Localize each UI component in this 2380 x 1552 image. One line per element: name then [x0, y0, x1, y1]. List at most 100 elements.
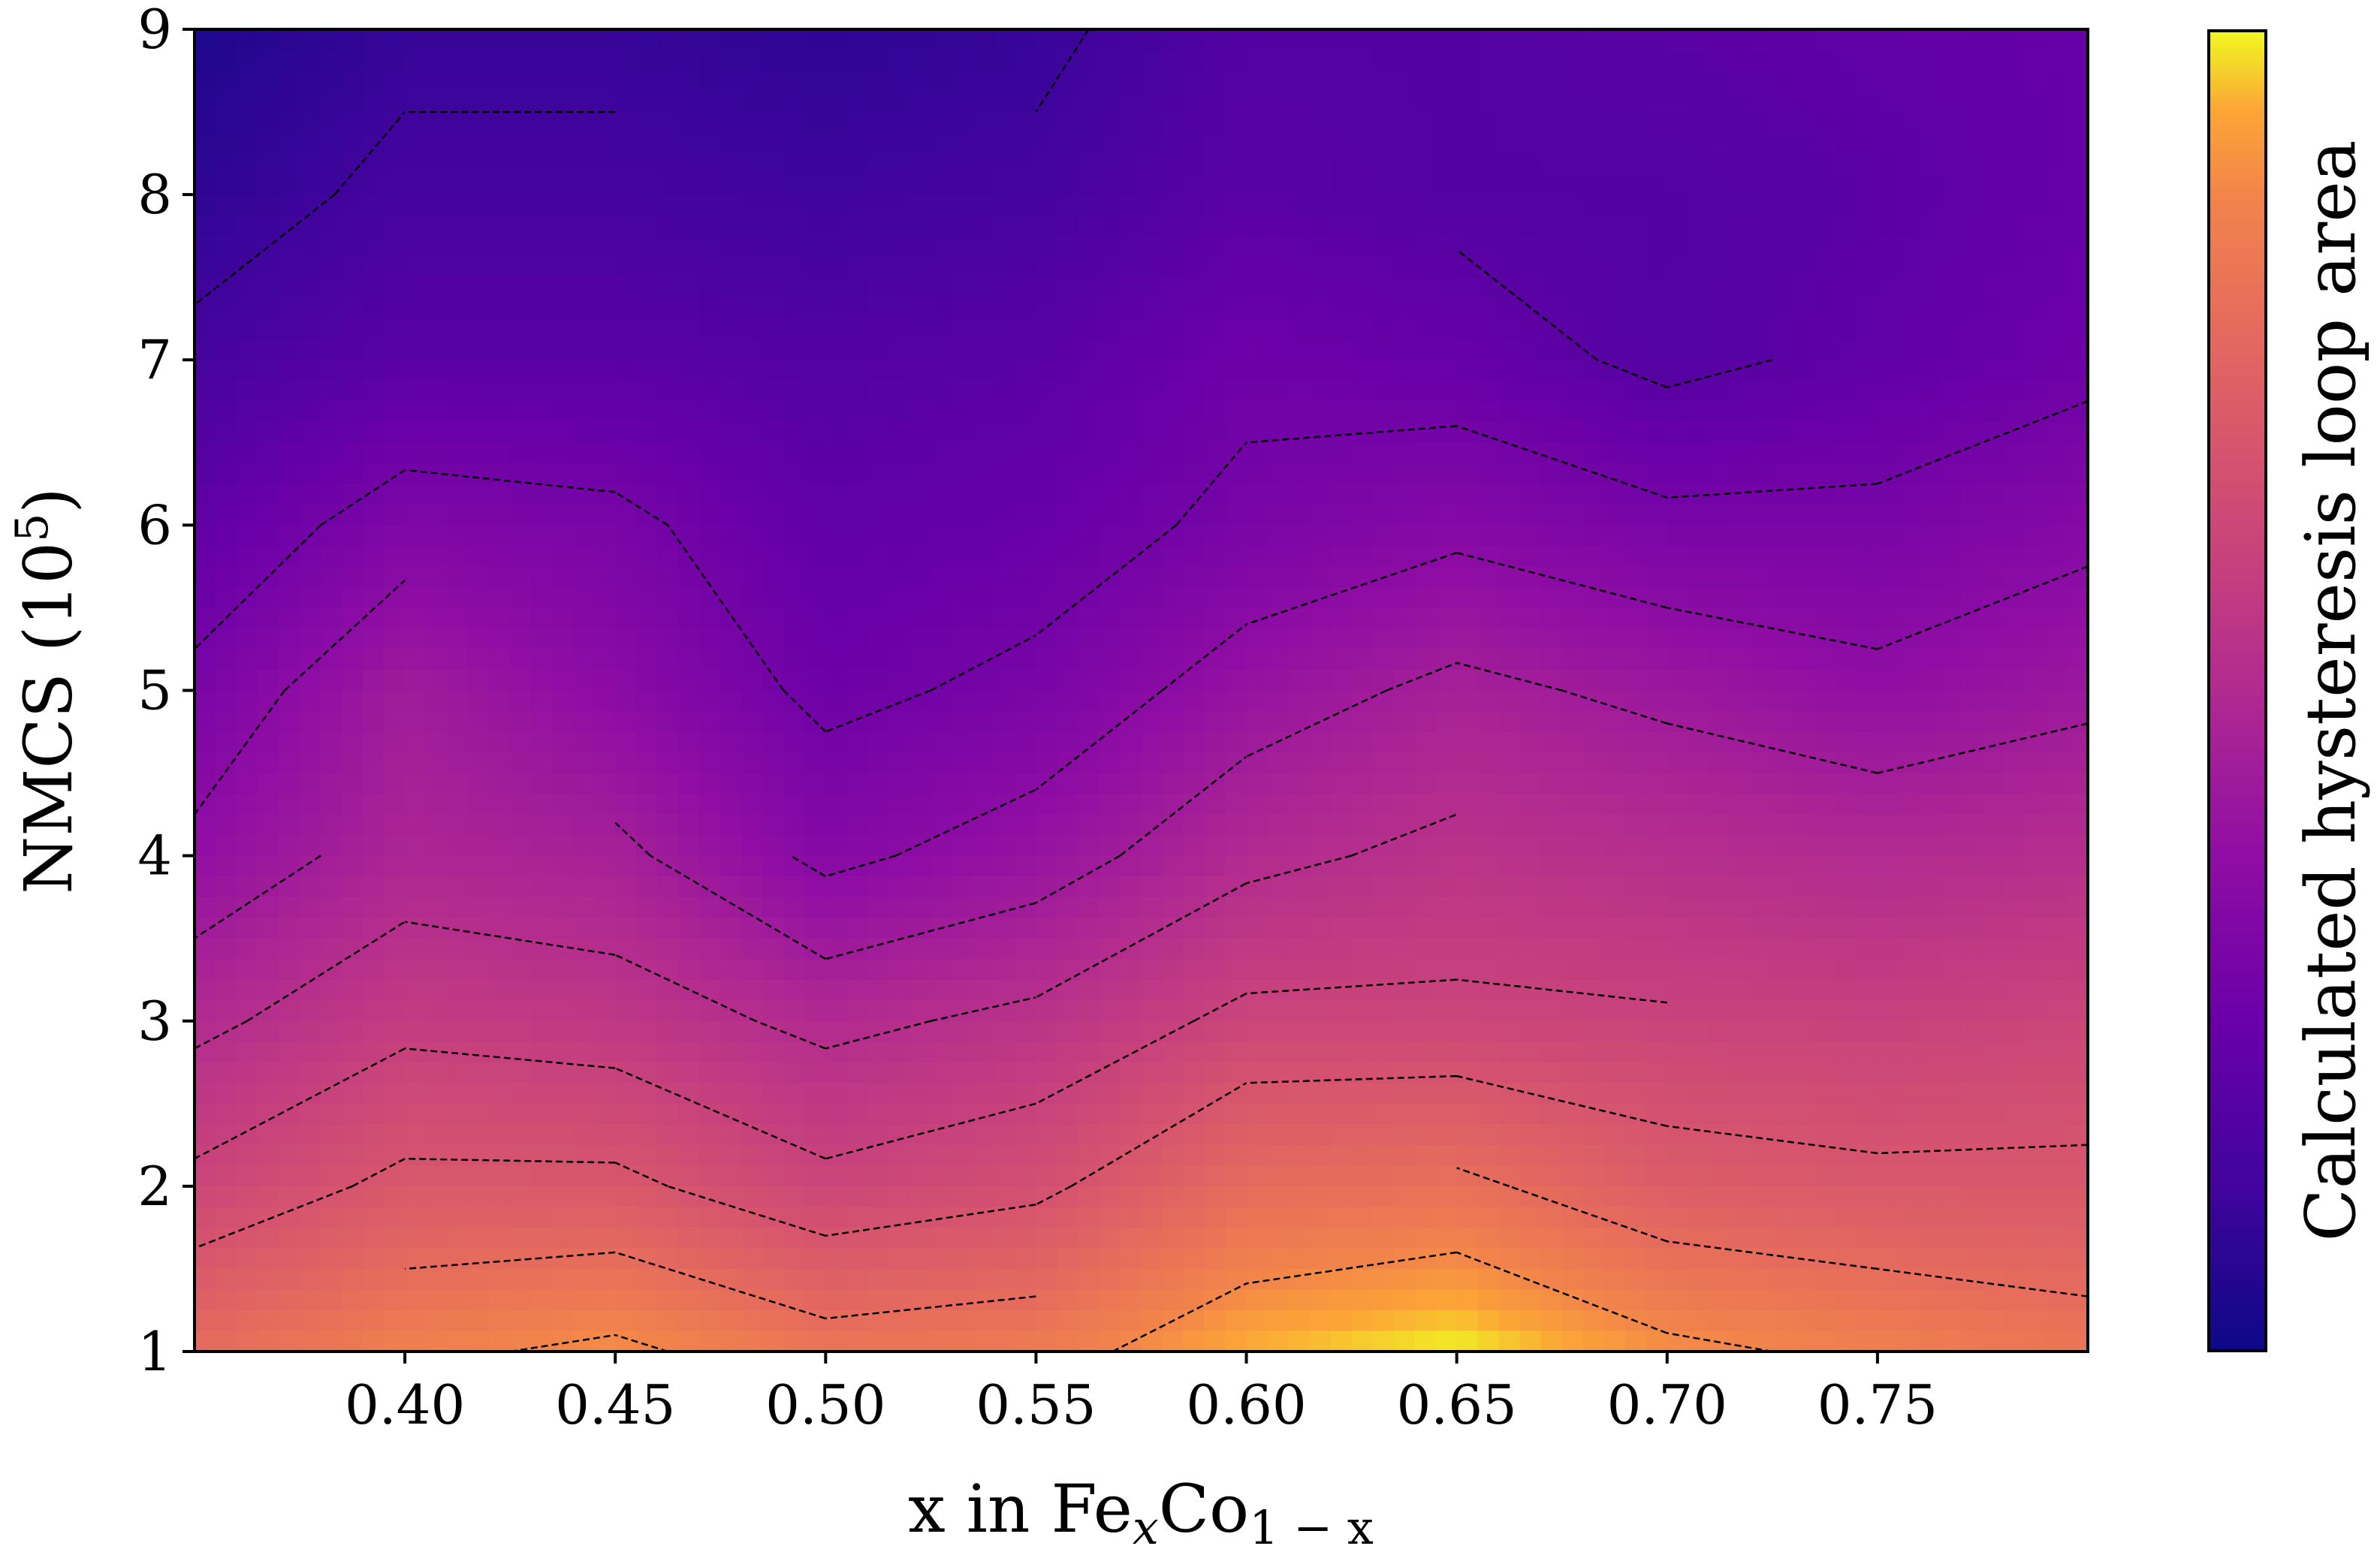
heat-cell	[867, 752, 890, 774]
heat-cell	[1898, 794, 1920, 815]
heat-cell	[258, 586, 279, 609]
heat-cell	[1393, 586, 1416, 609]
heat-cell	[426, 360, 448, 381]
heat-cell	[1288, 835, 1311, 857]
heat-cell	[931, 504, 953, 526]
heat-cell	[1456, 50, 1479, 71]
heat-cell	[1204, 586, 1226, 609]
heat-cell	[994, 855, 1016, 878]
heat-cell	[1435, 855, 1458, 878]
heat-cell	[426, 855, 448, 878]
heat-cell	[678, 71, 701, 92]
heat-cell	[1183, 215, 1205, 237]
heat-cell	[531, 153, 554, 175]
heat-cell	[1519, 690, 1542, 712]
heat-cell	[636, 236, 659, 258]
heat-cell	[489, 215, 511, 237]
heat-cell	[1730, 649, 1752, 671]
heat-cell	[342, 607, 364, 629]
heat-cell	[1162, 463, 1184, 485]
heat-cell	[384, 897, 406, 919]
heat-cell	[2004, 256, 2026, 279]
heat-cell	[300, 256, 322, 279]
heat-cell	[1393, 50, 1416, 71]
heat-cell	[1435, 586, 1458, 609]
heat-cell	[699, 649, 722, 671]
heat-cell	[1772, 112, 1794, 134]
heat-cell	[1078, 112, 1100, 134]
heat-cell	[1078, 1165, 1100, 1187]
heat-cell	[1561, 1124, 1584, 1146]
heat-cell	[489, 545, 511, 568]
heat-cell	[363, 794, 385, 815]
heat-cell	[1057, 959, 1079, 981]
heat-cell	[867, 876, 890, 898]
heat-cell	[1456, 29, 1479, 51]
heat-cell	[636, 1103, 659, 1126]
heat-cell	[1393, 401, 1416, 423]
heat-cell	[1141, 236, 1163, 258]
heat-cell	[447, 442, 469, 464]
heat-cell	[1709, 194, 1731, 216]
heat-cell	[657, 959, 680, 981]
heat-cell	[1982, 91, 2004, 113]
heat-cell	[1772, 1041, 1794, 1063]
heat-cell	[1435, 1000, 1458, 1022]
heat-cell	[1435, 71, 1458, 92]
heat-cell	[279, 711, 300, 733]
heat-cell	[216, 979, 237, 1002]
heat-cell	[1856, 670, 1878, 692]
heat-cell	[1162, 731, 1184, 753]
heat-cell	[1330, 442, 1353, 464]
heat-cell	[531, 1062, 554, 1084]
heat-cell	[1183, 360, 1205, 381]
heat-cell	[1498, 586, 1521, 609]
heat-cell	[1036, 586, 1058, 609]
heat-cell	[1204, 938, 1226, 960]
heat-cell	[1267, 504, 1290, 526]
heat-cell	[1477, 29, 1500, 51]
heat-cell	[573, 173, 596, 196]
heat-cell	[1688, 586, 1710, 609]
heat-cell	[1183, 1144, 1205, 1167]
heat-cell	[2046, 504, 2068, 526]
heat-cell	[804, 670, 827, 692]
heat-cell	[804, 421, 827, 444]
heat-cell	[699, 897, 722, 919]
heat-cell	[1730, 380, 1752, 402]
heat-cell	[1498, 752, 1521, 774]
heat-cell	[1667, 1103, 1689, 1126]
heat-cell	[1645, 236, 1668, 258]
heat-cell	[1498, 835, 1521, 857]
heat-cell	[1688, 628, 1710, 650]
heat-cell	[1267, 814, 1290, 836]
heat-cell	[615, 1124, 638, 1146]
heat-cell	[1730, 297, 1752, 320]
heat-cell	[1120, 91, 1142, 113]
heat-cell	[1141, 442, 1163, 464]
heat-cell	[1540, 71, 1563, 92]
heat-cell	[1793, 50, 1815, 71]
heat-cell	[888, 380, 911, 402]
heat-cell	[1351, 607, 1374, 629]
heat-cell	[573, 586, 596, 609]
heat-cell	[1645, 979, 1668, 1002]
heat-cell	[846, 1062, 869, 1084]
heat-cell	[237, 607, 258, 629]
heat-cell	[1835, 959, 1857, 981]
heat-cell	[973, 256, 995, 279]
heat-cell	[952, 959, 974, 981]
heat-cell	[1582, 649, 1605, 671]
heat-cell	[1099, 215, 1121, 237]
heat-cell	[489, 360, 511, 381]
heat-cell	[1919, 71, 1941, 92]
heat-cell	[426, 731, 448, 753]
heat-cell	[1036, 876, 1058, 898]
heat-cell	[1477, 1041, 1500, 1063]
heat-cell	[1835, 773, 1857, 795]
heat-cell	[258, 938, 279, 960]
heat-cell	[363, 442, 385, 464]
heat-cell	[510, 566, 532, 588]
heat-cell	[699, 1020, 722, 1043]
heat-cell	[2067, 938, 2088, 960]
